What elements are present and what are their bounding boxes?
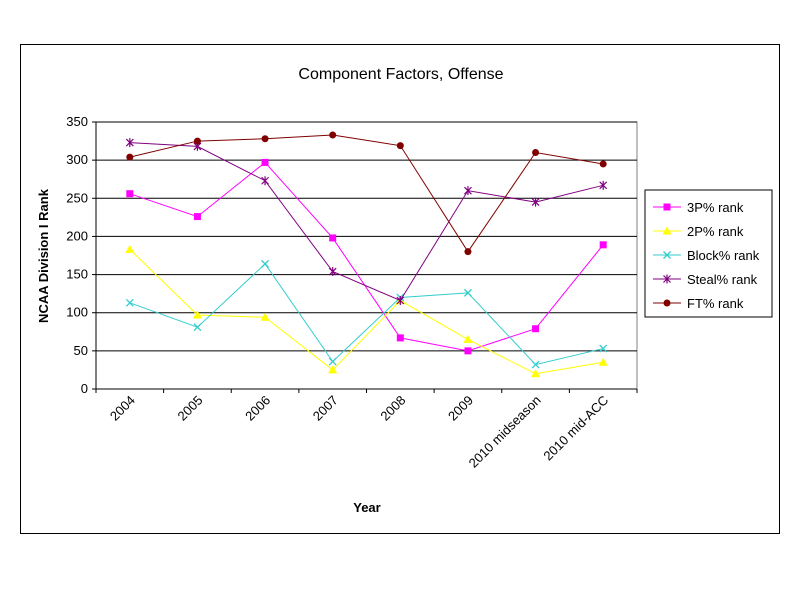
plot-area (95, 121, 638, 390)
data-point (193, 137, 201, 145)
data-point (328, 365, 338, 374)
y-tick-label: 50 (74, 343, 88, 358)
data-point (464, 248, 472, 256)
x-tick-label: 2010 midseason (466, 393, 544, 471)
data-point (599, 344, 608, 353)
series-line (129, 142, 604, 302)
data-point (126, 190, 134, 198)
legend-label: Block% rank (687, 248, 760, 263)
data-point (532, 149, 540, 157)
data-point (532, 325, 540, 333)
series-line (129, 263, 604, 366)
data-point (396, 142, 404, 150)
data-point (125, 244, 135, 253)
data-point (464, 347, 472, 355)
data-point (396, 296, 405, 306)
x-tick-label: 2005 (175, 393, 206, 424)
data-point (396, 334, 404, 342)
series-line (129, 134, 604, 253)
data-point (531, 197, 540, 207)
series-line (129, 249, 604, 375)
y-tick-labels: 0 50 100 150 200 250 300 350 (66, 114, 88, 396)
data-point (126, 153, 134, 161)
y-tick-label: 300 (66, 152, 88, 167)
legend-label: 3P% rank (687, 200, 744, 215)
legend-marker (663, 251, 671, 259)
data-point (463, 334, 473, 343)
data-point (328, 267, 337, 277)
legend-marker (662, 226, 672, 235)
data-point (260, 312, 270, 321)
x-tick-label: 2009 (445, 393, 476, 424)
data-point (463, 288, 472, 297)
data-point (464, 186, 472, 196)
data-point (261, 135, 269, 143)
data-point (329, 131, 337, 139)
legend-item: 2P% rank (653, 224, 744, 239)
y-tick-label: 0 (81, 381, 88, 396)
y-axis-title: NCAA Division I Rank (36, 188, 51, 323)
gridlines (92, 121, 638, 393)
series (125, 259, 608, 369)
data-point (261, 158, 269, 166)
y-tick-label: 100 (66, 305, 88, 320)
x-axis-title: Year (353, 500, 380, 515)
legend: 3P% rank 2P% rank Block% rank Steal% rank FT… (644, 189, 773, 318)
chart-title: Component Factors, Offense (298, 66, 503, 83)
x-tick-label: 2010 mid-ACC (540, 393, 611, 464)
data-point (329, 234, 337, 242)
legend-marker (663, 203, 671, 211)
series-line (129, 161, 604, 352)
x-tick-label: 2007 (310, 393, 341, 424)
data-point (261, 176, 269, 186)
legend-item: Block% rank (653, 248, 760, 263)
legend-marker (663, 299, 671, 307)
line-chart: Component Factors, Offense 0 50 100 150 200 2… (36, 66, 773, 515)
legend-item: Steal% rank (653, 272, 758, 287)
legend-label: FT% rank (687, 296, 744, 311)
x-tick-label: 2006 (242, 393, 273, 424)
data-point (328, 357, 337, 366)
chart-frame: Component Factors, Offense 0 50 100 150 200 2… (20, 44, 780, 534)
legend-marker (663, 274, 671, 284)
series (126, 158, 607, 355)
legend-item: FT% rank (653, 296, 744, 311)
y-tick-label: 250 (66, 190, 88, 205)
data-point (125, 138, 134, 148)
data-point (193, 213, 201, 221)
data-point (125, 298, 134, 307)
data-point (261, 259, 270, 268)
data-point (599, 241, 607, 249)
legend-label: 2P% rank (687, 224, 744, 239)
legend-label: Steal% rank (687, 272, 758, 287)
y-tick-label: 200 (66, 228, 88, 243)
x-tick-label: 2008 (377, 393, 408, 424)
series-group (125, 131, 608, 378)
data-point (599, 180, 608, 190)
y-tick-label: 150 (66, 267, 88, 282)
data-point (598, 357, 608, 366)
y-tick-label: 350 (66, 114, 88, 129)
data-point (531, 360, 540, 369)
data-point (192, 310, 202, 319)
x-tick-label: 2004 (107, 393, 138, 424)
data-point (531, 369, 541, 378)
data-point (599, 160, 607, 168)
series (126, 131, 607, 256)
legend-item: 3P% rank (653, 200, 744, 215)
data-point (193, 323, 202, 332)
series (125, 138, 608, 306)
